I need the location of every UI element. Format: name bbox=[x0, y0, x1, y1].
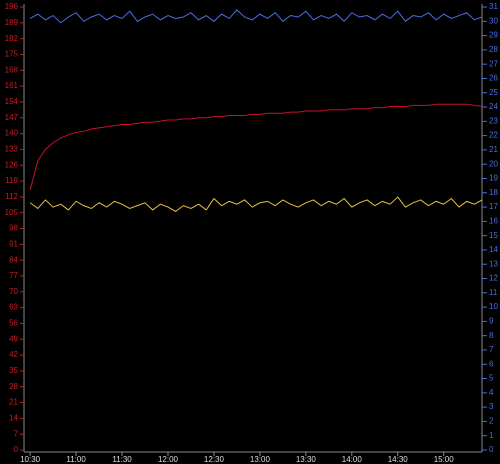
y-tick-label: 126 bbox=[5, 160, 19, 169]
y-tick-label: 7 bbox=[14, 429, 19, 438]
y-tick-label: 196 bbox=[5, 2, 19, 11]
y-tick-label: 161 bbox=[5, 81, 19, 90]
y2-tick-label: 19 bbox=[489, 174, 498, 183]
y2-tick-label: 6 bbox=[489, 359, 494, 368]
y-tick-label: 63 bbox=[9, 303, 18, 312]
y2-tick-label: 14 bbox=[489, 245, 498, 254]
y-tick-label: 133 bbox=[5, 145, 19, 154]
y-tick-label: 0 bbox=[14, 445, 19, 454]
y2-tick-label: 23 bbox=[489, 116, 498, 125]
y-tick-label: 147 bbox=[5, 113, 19, 122]
y-tick-label: 14 bbox=[9, 413, 18, 422]
y-tick-label: 42 bbox=[9, 350, 18, 359]
x-tick-label: 11:00 bbox=[66, 455, 86, 464]
y-tick-label: 168 bbox=[5, 65, 19, 74]
y-tick-label: 49 bbox=[9, 334, 18, 343]
y2-tick-label: 1 bbox=[489, 431, 494, 440]
y-tick-label: 140 bbox=[5, 129, 19, 138]
series-line bbox=[29, 196, 483, 212]
y2-tick-label: 30 bbox=[489, 16, 498, 25]
y-tick-label: 105 bbox=[5, 208, 19, 217]
x-tick-label: 12:00 bbox=[158, 455, 179, 464]
x-tick-label: 13:00 bbox=[250, 455, 271, 464]
y2-tick-label: 28 bbox=[489, 45, 498, 54]
y2-tick-label: 2 bbox=[489, 417, 494, 426]
series-line bbox=[29, 9, 483, 24]
y-tick-label: 84 bbox=[9, 255, 18, 264]
y-tick-label: 91 bbox=[9, 239, 18, 248]
y-tick-label: 112 bbox=[5, 192, 18, 201]
y-tick-label: 182 bbox=[5, 34, 19, 43]
y2-tick-label: 22 bbox=[489, 131, 498, 140]
x-tick-label: 14:00 bbox=[342, 455, 363, 464]
y2-tick-label: 3 bbox=[489, 402, 494, 411]
y2-tick-label: 8 bbox=[489, 331, 494, 340]
y-tick-label: 189 bbox=[5, 18, 19, 27]
y2-tick-label: 27 bbox=[489, 59, 498, 68]
x-tick-label: 11:30 bbox=[112, 455, 132, 464]
y2-tick-label: 25 bbox=[489, 88, 498, 97]
y-tick-label: 70 bbox=[9, 287, 18, 296]
y-tick-label: 175 bbox=[5, 50, 19, 59]
y2-tick-label: 16 bbox=[489, 216, 498, 225]
y2-tick-label: 0 bbox=[489, 445, 494, 454]
y2-tick-label: 20 bbox=[489, 159, 498, 168]
y2-tick-label: 11 bbox=[489, 288, 498, 297]
y-tick-label: 56 bbox=[9, 319, 18, 328]
y2-tick-label: 18 bbox=[489, 188, 498, 197]
y-tick-label: 28 bbox=[9, 382, 18, 391]
y2-tick-label: 13 bbox=[489, 259, 498, 268]
y2-tick-label: 10 bbox=[489, 302, 498, 311]
y2-tick-label: 7 bbox=[489, 345, 494, 354]
y-tick-label: 77 bbox=[9, 271, 18, 280]
y-tick-label: 154 bbox=[5, 97, 19, 106]
x-tick-label: 13:30 bbox=[296, 455, 317, 464]
y2-tick-label: 9 bbox=[489, 316, 494, 325]
series-line bbox=[29, 103, 483, 191]
y2-tick-label: 5 bbox=[489, 374, 494, 383]
x-tick-label: 10:30 bbox=[20, 455, 41, 464]
y2-tick-label: 4 bbox=[489, 388, 494, 397]
y-tick-label: 21 bbox=[9, 398, 18, 407]
y2-tick-label: 12 bbox=[489, 274, 498, 283]
y2-tick-label: 21 bbox=[489, 145, 498, 154]
x-tick-label: 12:30 bbox=[204, 455, 225, 464]
x-tick-label: 15:00 bbox=[434, 455, 455, 464]
y-tick-label: 119 bbox=[5, 176, 18, 185]
y2-tick-label: 29 bbox=[489, 31, 498, 40]
y2-tick-label: 24 bbox=[489, 102, 498, 111]
y2-tick-label: 15 bbox=[489, 231, 498, 240]
y2-tick-label: 17 bbox=[489, 202, 498, 211]
y-tick-label: 35 bbox=[9, 366, 18, 375]
y-tick-label: 98 bbox=[9, 224, 18, 233]
y2-tick-label: 26 bbox=[489, 74, 498, 83]
y2-tick-label: 31 bbox=[489, 2, 498, 11]
x-tick-label: 14:30 bbox=[388, 455, 409, 464]
